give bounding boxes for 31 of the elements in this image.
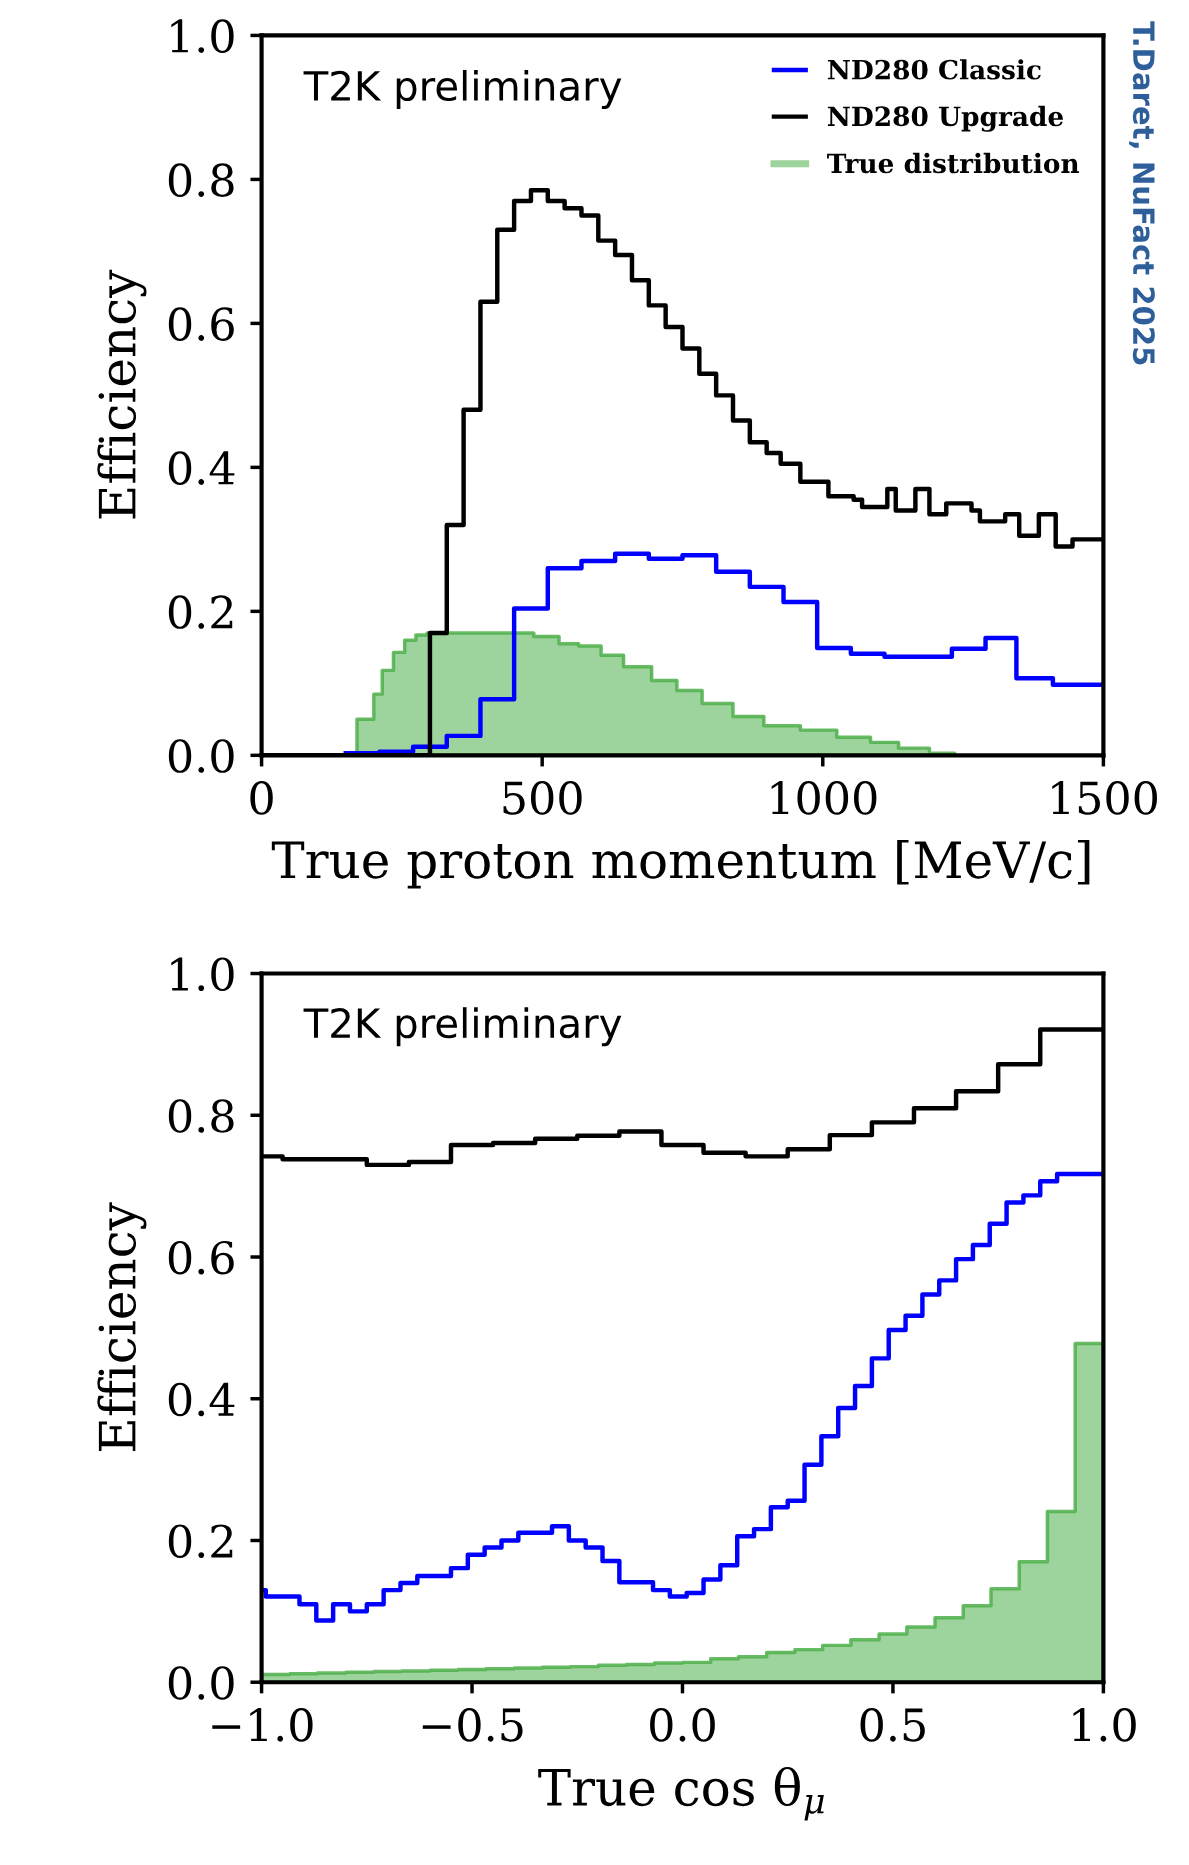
legend-label: ND280 Classic xyxy=(827,59,1041,80)
annotation: T2K preliminary xyxy=(303,1007,622,1047)
text: T.Daret, NuFact 2025 xyxy=(1129,21,1155,365)
x-tick-label: 0 xyxy=(250,781,273,815)
y-tick-label: 0.2 xyxy=(168,595,233,629)
x-tick-label: 0.5 xyxy=(860,1708,925,1742)
x-axis-title: True cos θ$_{μ}$ xyxy=(538,1766,824,1821)
x-tick-label: 1.0 xyxy=(1073,1708,1136,1742)
y-tick-label: 0.2 xyxy=(168,1524,233,1559)
legend-label: True distribution xyxy=(827,152,1080,174)
y-tick-label: 0.0 xyxy=(168,739,234,773)
x-axis-title: True proton momentum [MeV/c] xyxy=(271,840,1090,889)
x-tick-label: −1.0 xyxy=(212,1708,313,1742)
y-tick-label: 1.0 xyxy=(171,19,234,53)
y-tick-label: 1.0 xyxy=(171,957,234,992)
x-tick-label: 1000 xyxy=(771,781,877,815)
x-tick-label: −0.5 xyxy=(422,1708,523,1742)
y-axis-title: Efficiency xyxy=(97,1202,147,1451)
y-tick-label: 0.8 xyxy=(168,163,234,197)
legend-label: ND280 Upgrade xyxy=(827,105,1063,132)
y-tick-label: 0.4 xyxy=(168,1382,235,1417)
y-tick-label: 0.0 xyxy=(168,1666,234,1700)
y-tick-label: 0.6 xyxy=(168,1240,234,1275)
x-tick-label: 0.0 xyxy=(650,1708,715,1742)
y-axis-title: Efficiency xyxy=(97,269,147,519)
x-tick-label: 1500 xyxy=(1052,781,1157,815)
annotation: T2K preliminary xyxy=(303,69,622,109)
y-tick-label: 0.4 xyxy=(168,451,235,485)
x-tick-label: 500 xyxy=(503,781,582,815)
y-tick-label: 0.6 xyxy=(168,307,234,341)
y-tick-label: 0.8 xyxy=(168,1099,234,1133)
